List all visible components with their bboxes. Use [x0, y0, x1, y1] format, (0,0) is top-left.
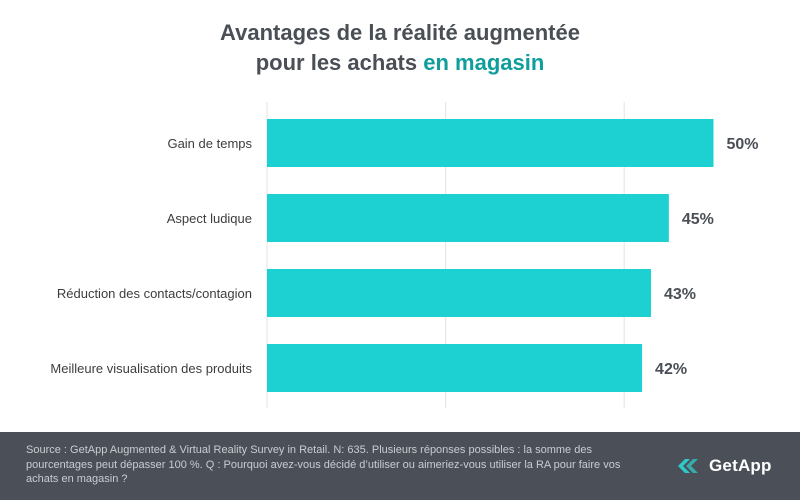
value-label: 50% — [727, 136, 759, 153]
getapp-logo: GetApp — [678, 454, 772, 478]
chart-title-highlight: en magasin — [423, 50, 545, 75]
bar — [267, 344, 643, 392]
getapp-chevrons-icon — [678, 459, 698, 473]
category-label: Gain de temps — [167, 136, 252, 151]
value-labels: 50% 45% 43% 42% — [655, 136, 758, 378]
category-label: Réduction des contacts/contagion — [57, 286, 252, 301]
bar — [267, 119, 714, 167]
logo-text: GetApp — [709, 456, 772, 475]
chart-title-prefix: pour les achats — [255, 50, 424, 75]
bar — [267, 194, 669, 242]
footer: Source : GetApp Augmented & Virtual Real… — [0, 432, 800, 500]
bar — [267, 269, 651, 317]
chart-title: Avantages de la réalité augmentée pour l… — [0, 18, 800, 78]
category-labels: Gain de temps Aspect ludique Réduction des… — [50, 136, 252, 376]
chart-title-line2: pour les achats en magasin — [0, 48, 800, 78]
bars — [267, 119, 714, 392]
value-label: 43% — [664, 286, 696, 303]
value-label: 42% — [655, 361, 687, 378]
bar-chart: Gain de temps Aspect ludique Réduction des… — [50, 102, 759, 408]
value-label: 45% — [682, 211, 714, 228]
source-note: Source : GetApp Augmented & Virtual Real… — [26, 444, 621, 485]
chart-title-line1: Avantages de la réalité augmentée — [220, 20, 580, 45]
category-label: Aspect ludique — [167, 211, 252, 226]
category-label: Meilleure visualisation des produits — [50, 361, 252, 376]
